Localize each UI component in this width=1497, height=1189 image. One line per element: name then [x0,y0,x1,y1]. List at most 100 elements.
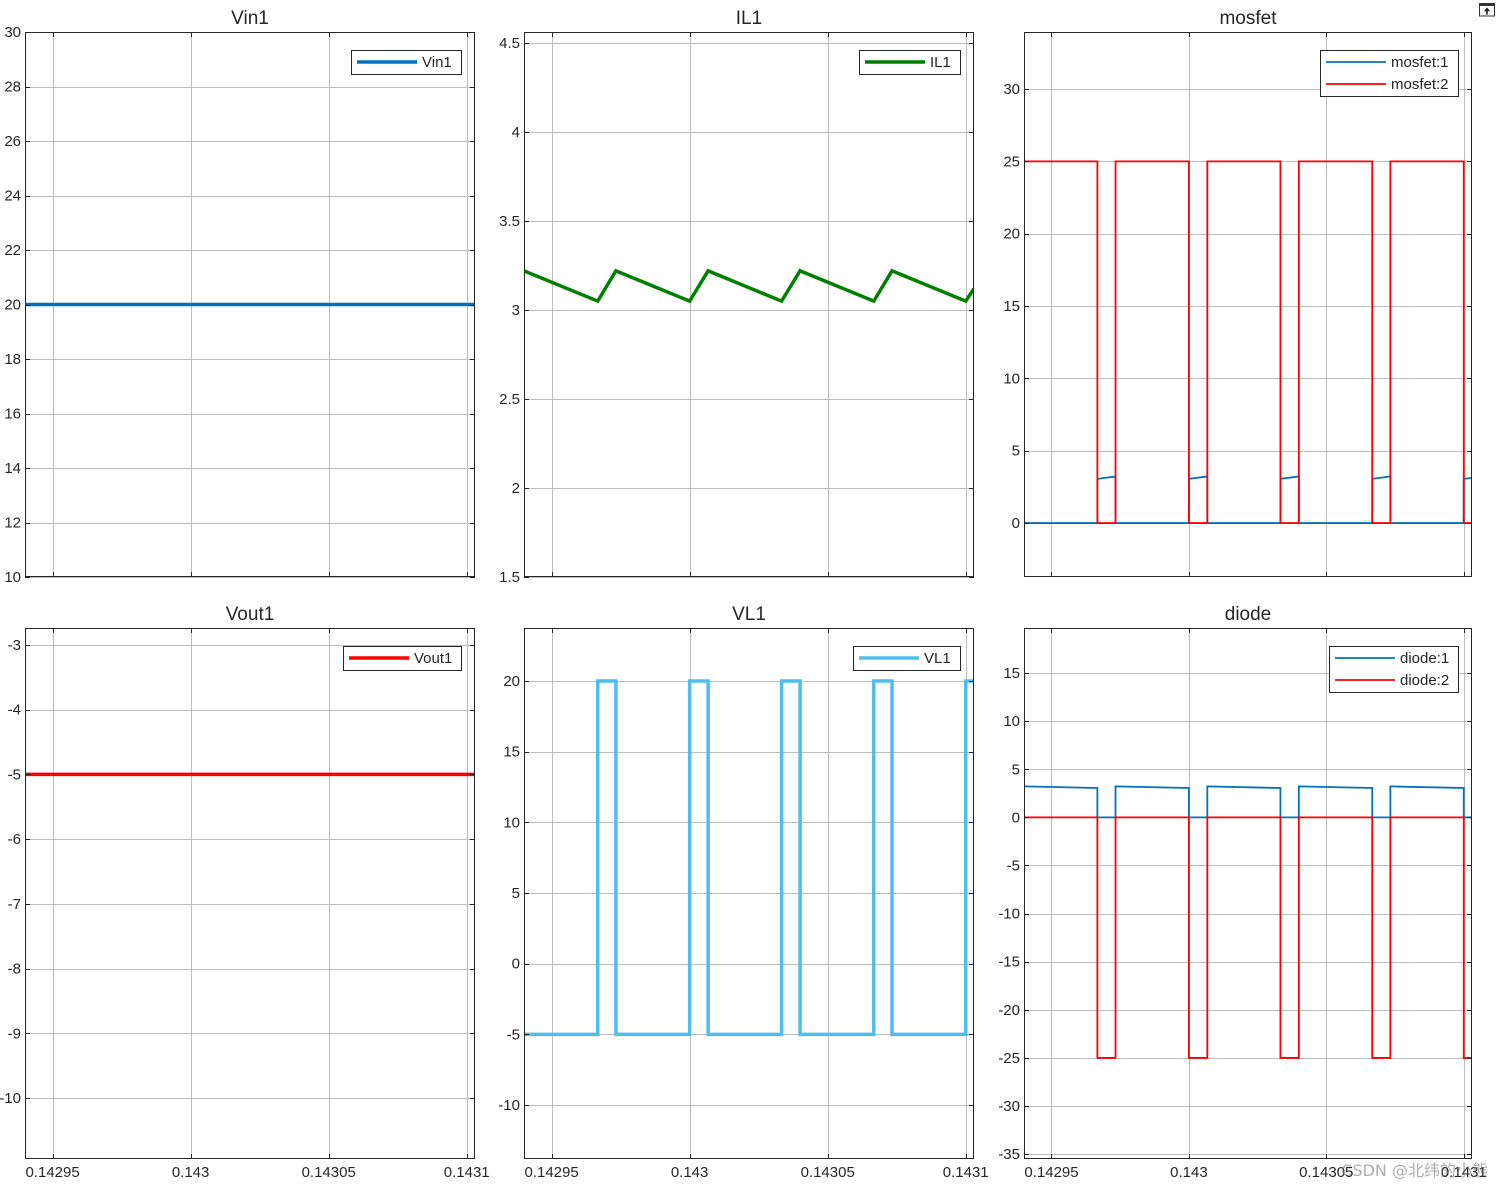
legend-label: IL1 [930,54,951,71]
undock-icon-stem [1486,11,1488,15]
subplot-vin1: 10 12 14 16 18 20 22 24 26 28 30 Vin1 Vin1 [4,8,475,586]
y-tick-label: 3 [512,302,520,319]
y-tick-label: -25 [998,1050,1020,1067]
y-tick-label: 15 [503,744,520,761]
y-tick-label: 5 [512,885,520,902]
axes-area[interactable] [25,628,475,1159]
legend-entry-vl1[interactable]: VL1 [859,650,951,667]
y-tick-label: 30 [4,24,21,41]
legend[interactable]: diode:1 diode:2 [1329,646,1459,693]
y-tick-label: -30 [998,1098,1020,1115]
series-line-il1 [524,268,974,304]
y-tick-label: 0 [1012,515,1020,532]
x-tick-label: 0.14305 [302,1164,356,1181]
legend-entry-diode-2[interactable]: diode:2 [1335,672,1449,689]
y-tick-label: 12 [4,515,21,532]
legend-label: diode:2 [1400,672,1449,689]
y-tick-label: 2 [512,480,520,497]
legend-entry-vout1[interactable]: Vout1 [349,650,452,667]
y-tick-label: 26 [4,133,21,150]
x-tick-label: 0.1431 [1441,1164,1487,1181]
legend-label: Vin1 [422,54,452,71]
legend-entry-diode-1[interactable]: diode:1 [1335,650,1449,667]
legend-entry-vin1[interactable]: Vin1 [357,54,452,71]
y-tick-label: -9 [8,1025,21,1042]
undock-icon-arrow [1483,7,1491,12]
x-tick-label: 0.14305 [1299,1164,1353,1181]
chart-title: Vin1 [231,8,269,29]
axes-area[interactable] [1024,32,1472,577]
axes-box [524,32,974,577]
y-tick-label: 15 [1003,665,1020,682]
y-tick-label: -5 [1007,858,1020,875]
axes-box [1024,32,1472,577]
legend[interactable]: Vout1 [343,646,462,671]
undock-icon-bar [1479,3,1495,6]
chart-title: diode [1225,604,1272,625]
y-tick-label: 20 [503,673,520,690]
y-tick-label: 15 [1003,298,1020,315]
legend-label: diode:1 [1400,650,1449,667]
y-tick-label: -4 [8,702,21,719]
legend[interactable]: Vin1 [351,50,462,75]
axes-box [25,628,475,1159]
y-tick-label: -3 [8,637,21,654]
y-tick-label: -35 [998,1146,1020,1163]
y-tick-label: -5 [8,766,21,783]
y-tick-label: -5 [507,1026,520,1043]
x-tick-label: 0.1431 [943,1164,989,1181]
y-tick-label: 5 [1012,443,1020,460]
legend[interactable]: VL1 [853,646,961,671]
subplot-mosfet: 0 5 10 15 20 25 30 mosfet mosfet:1 mosfet:2 [1003,8,1472,577]
series-group [524,268,974,304]
legend-label: mosfet:1 [1391,54,1449,71]
subplot-diode: -35 -30 -25 -20 -15 -10 -5 0 5 10 15 0.14295 0.143 0.… [998,604,1486,1181]
x-tick-label: 0.143 [1170,1164,1208,1181]
legend-label: Vout1 [414,650,452,667]
legend-entry-mosfet-1[interactable]: mosfet:1 [1326,54,1449,71]
series-group [1024,160,1472,524]
subplot-vout1: -10 -9 -8 -7 -6 -5 -4 -3 0.14295 0.143 0.14305 0.14… [0,604,490,1181]
y-tick-label: 20 [4,297,21,314]
y-tick-label: -15 [998,954,1020,971]
legend[interactable]: IL1 [859,50,961,75]
subplot-il1: 1.5 2 2.5 3 3.5 4 4.5 IL1 IL1 [499,8,974,586]
chart-title: IL1 [736,8,762,29]
x-tick-label: 0.14305 [801,1164,855,1181]
axes-area[interactable] [1024,628,1472,1159]
y-tick-label: -10 [498,1097,520,1114]
y-tick-label: 14 [4,460,21,477]
series-group [524,679,974,1037]
legend-entry-mosfet-2[interactable]: mosfet:2 [1326,76,1449,93]
y-tick-label: 5 [1012,761,1020,778]
legend-label: VL1 [924,650,951,667]
y-tick-label: 0 [1012,809,1020,826]
y-tick-label: 24 [4,188,21,205]
series-line-diode-1 [1024,785,1472,819]
y-tick-label: 20 [1003,226,1020,243]
axes-area[interactable] [524,32,974,577]
y-tick-label: 2.5 [499,391,520,408]
legend-entry-il1[interactable]: IL1 [865,54,951,71]
axes-box [25,32,475,577]
y-tick-label: 0 [512,956,520,973]
x-tick-label: 0.14295 [1024,1164,1078,1181]
legend-box [1329,646,1459,693]
y-tick-label: 1.5 [499,569,520,586]
series-line-diode-2 [1024,816,1472,1059]
y-tick-label: 25 [1003,153,1020,170]
y-tick-label: 28 [4,79,21,96]
y-tick-label: 4.5 [499,35,520,52]
legend-label: mosfet:2 [1391,76,1449,93]
y-tick-label: -8 [8,961,21,978]
axes-box [1024,628,1472,1159]
legend[interactable]: mosfet:1 mosfet:2 [1320,50,1459,97]
undock-icon[interactable] [1479,3,1496,17]
y-tick-label: 3.5 [499,213,520,230]
y-tick-label: -7 [8,896,21,913]
series-line-mosfet-2 [1024,160,1472,524]
y-tick-label: 10 [1003,713,1020,730]
y-tick-label: 30 [1003,81,1020,98]
y-tick-label: 18 [4,351,21,368]
